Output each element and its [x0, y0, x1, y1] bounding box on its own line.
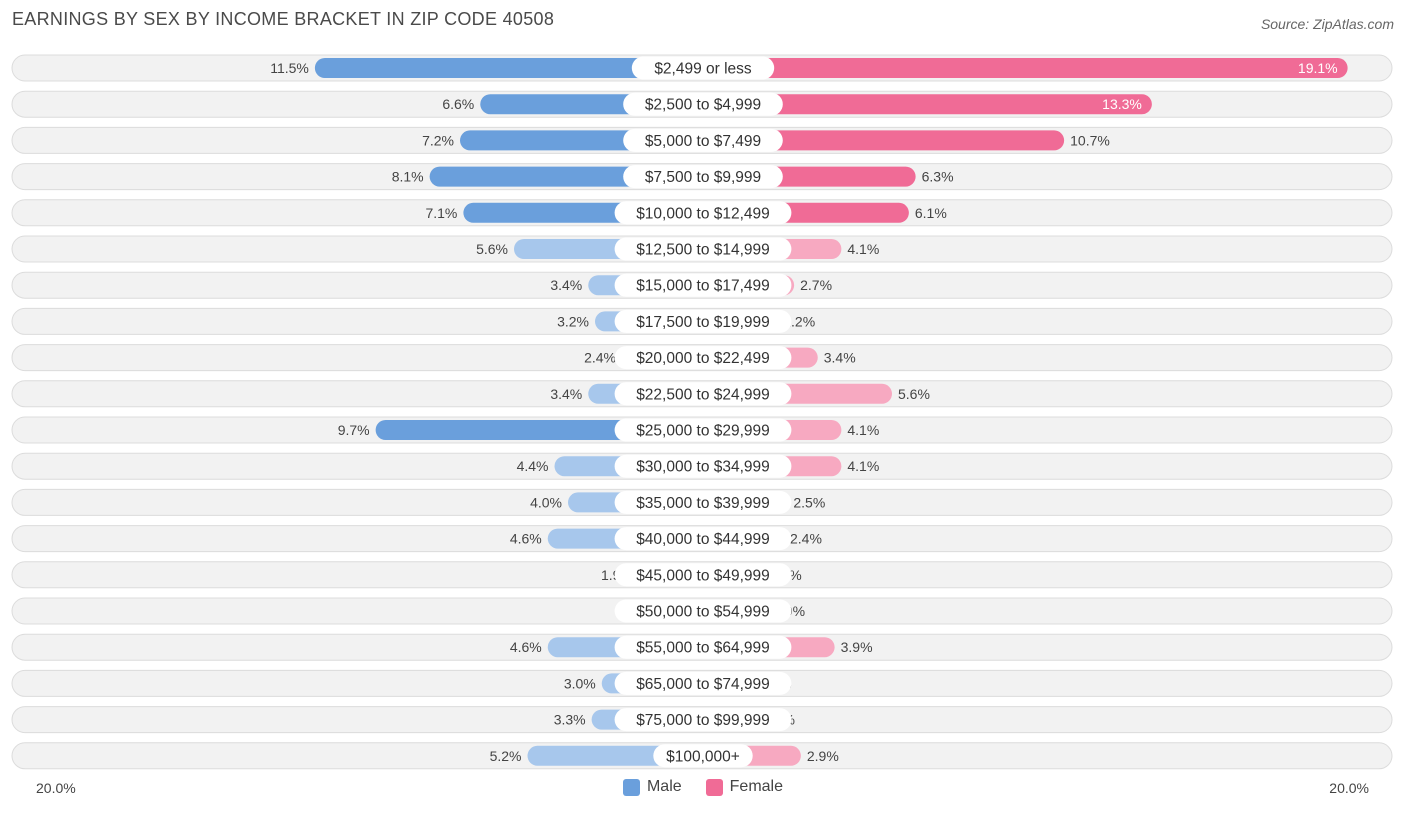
value-label-male: 4.4% — [517, 458, 549, 474]
legend: Male Female — [0, 778, 1406, 796]
category-pill — [653, 744, 753, 768]
category-pill — [614, 635, 792, 659]
category-label: $2,499 or less — [654, 61, 752, 78]
category-pill — [614, 273, 792, 297]
category-label: $55,000 to $64,999 — [636, 640, 770, 657]
category-label: $10,000 to $12,499 — [636, 205, 770, 222]
category-label: $45,000 to $49,999 — [636, 567, 770, 584]
category-label: $75,000 to $99,999 — [636, 712, 770, 729]
value-label-female: 2.5% — [793, 494, 825, 510]
value-label-male: 8.1% — [392, 169, 424, 185]
value-label-male: 2.4% — [584, 350, 616, 366]
category-pill — [614, 563, 792, 587]
legend-item-male[interactable]: Male — [622, 778, 682, 796]
category-label: $65,000 to $74,999 — [636, 676, 770, 693]
value-label-female: 3.9% — [841, 639, 873, 655]
value-label-female: 2.2% — [783, 313, 815, 329]
category-label: $30,000 to $34,999 — [636, 459, 770, 476]
category-label: $50,000 to $54,999 — [636, 604, 770, 621]
value-label-male: 11.5% — [270, 60, 309, 76]
axis-left-label: 20.0% — [36, 780, 76, 796]
legend-swatch-male — [622, 778, 640, 796]
category-pill — [631, 56, 775, 80]
category-pill — [614, 708, 792, 732]
category-pill — [614, 346, 792, 370]
category-label: $7,500 to $9,999 — [645, 169, 761, 186]
value-label-male: 3.4% — [550, 386, 582, 402]
value-label-male: 4.6% — [510, 639, 542, 655]
category-pill — [614, 309, 792, 333]
value-label-female: 3.4% — [824, 350, 856, 366]
legend-item-female[interactable]: Female — [705, 778, 784, 796]
bar-female — [693, 94, 1152, 115]
category-pill — [614, 490, 792, 514]
category-label: $5,000 to $7,499 — [645, 133, 761, 150]
value-label-female: 4.1% — [847, 241, 879, 257]
category-label: $2,500 to $4,999 — [645, 97, 761, 114]
value-label-female: 6.3% — [922, 169, 954, 185]
legend-swatch-female — [705, 778, 723, 796]
value-label-female: 5.6% — [898, 386, 930, 402]
value-label-male: 7.2% — [422, 132, 454, 148]
chart-plot-area: 11.5% 19.1% $2,499 or less 6.6% 13.3% $2,500 … — [11, 54, 1393, 770]
category-label: $15,000 to $17,499 — [636, 278, 770, 295]
value-label-male: 7.1% — [425, 205, 457, 221]
value-label-male: 3.0% — [564, 675, 596, 691]
category-label: $22,500 to $24,999 — [636, 386, 770, 403]
category-label: $17,500 to $19,999 — [636, 314, 770, 331]
category-pill — [623, 128, 783, 152]
value-label-female: 2.7% — [800, 277, 832, 293]
value-label-male: 9.7% — [338, 422, 370, 438]
value-label-female: 10.7% — [1070, 132, 1110, 148]
category-label: $20,000 to $22,499 — [636, 350, 770, 367]
value-label-male: 6.6% — [442, 96, 474, 112]
value-label-male: 3.3% — [554, 712, 586, 728]
category-label: $40,000 to $44,999 — [636, 531, 770, 548]
legend-label-male: Male — [646, 778, 682, 795]
category-pill — [614, 418, 792, 442]
value-label-female: 13.3% — [1102, 96, 1142, 112]
value-label-female: 6.1% — [915, 205, 947, 221]
category-label: $25,000 to $29,999 — [636, 423, 770, 440]
axis-right-label: 20.0% — [1329, 780, 1369, 796]
value-label-female: 19.1% — [1298, 60, 1338, 76]
bar-male — [314, 58, 713, 78]
category-pill — [614, 527, 792, 551]
chart-title: EARNINGS BY SEX BY INCOME BRACKET IN ZIP… — [12, 9, 555, 29]
legend-label-female: Female — [729, 778, 784, 795]
category-pill — [614, 201, 792, 225]
category-pill — [614, 599, 792, 623]
category-pill — [614, 237, 792, 261]
value-label-female: 4.1% — [847, 458, 879, 474]
value-label-female: 2.4% — [790, 531, 822, 547]
value-label-male: 5.2% — [490, 748, 522, 764]
bar-female — [693, 130, 1065, 151]
source-credit: Source: ZipAtlas.com — [1260, 16, 1394, 32]
category-label: $35,000 to $39,999 — [636, 495, 770, 512]
value-label-female: 4.1% — [847, 422, 879, 438]
value-label-female: 2.9% — [807, 748, 839, 764]
value-label-male: 3.2% — [557, 313, 589, 329]
value-label-male: 4.6% — [510, 531, 542, 547]
value-label-male: 4.0% — [530, 494, 562, 510]
value-label-male: 5.6% — [476, 241, 508, 257]
category-pill — [623, 165, 783, 189]
category-label: $12,500 to $14,999 — [636, 242, 770, 259]
category-pill — [614, 671, 792, 695]
category-pill — [614, 454, 792, 478]
bar-female — [693, 58, 1348, 78]
category-label: $100,000+ — [666, 748, 740, 765]
category-pill — [623, 92, 783, 116]
category-pill — [614, 382, 792, 406]
value-label-male: 3.4% — [550, 277, 582, 293]
